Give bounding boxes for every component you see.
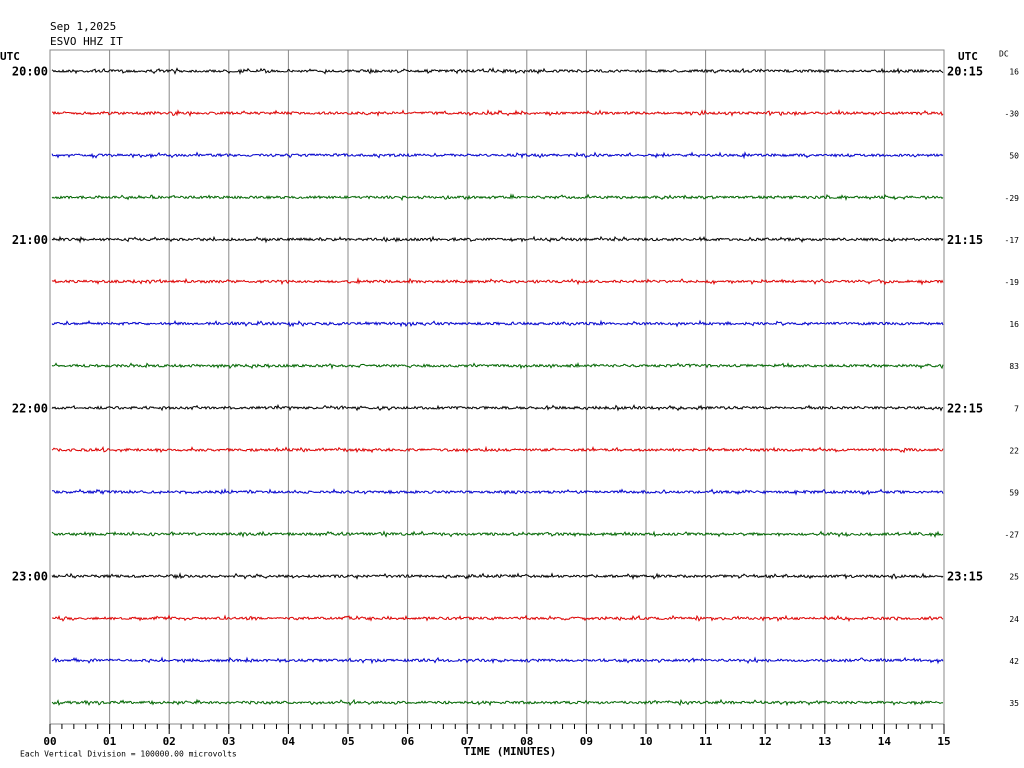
x-axis-title: TIME (MINUTES) — [464, 745, 557, 758]
x-tick-label: 12 — [759, 735, 772, 748]
left-time-label: 23:00 — [12, 570, 48, 584]
x-tick-label: 11 — [699, 735, 713, 748]
dc-offset: -17 — [1005, 236, 1020, 245]
right-time-label: 23:15 — [947, 570, 983, 584]
dc-offset: 22 — [1009, 446, 1019, 455]
dc-offset: 42 — [1009, 657, 1019, 666]
x-tick-label: 09 — [580, 735, 593, 748]
left-axis-title: UTC — [0, 50, 20, 63]
x-tick-label: 03 — [222, 735, 235, 748]
trace — [51, 572, 944, 581]
left-time-label: 20:00 — [12, 65, 48, 79]
trace — [52, 109, 944, 117]
trace — [51, 403, 944, 412]
dc-offset: 59 — [1009, 489, 1019, 498]
trace — [51, 656, 944, 665]
trace — [51, 66, 944, 76]
footnote: Each Vertical Division = 100000.00 micro… — [20, 750, 237, 759]
trace — [51, 319, 944, 328]
x-tick-label: 13 — [818, 735, 831, 748]
dc-offset: 35 — [1009, 699, 1019, 708]
x-tick-label: 00 — [43, 735, 56, 748]
dc-offset: 83 — [1009, 362, 1019, 371]
left-time-label: 22:00 — [12, 401, 48, 415]
trace — [51, 698, 944, 707]
dc-offset: 50 — [1009, 152, 1019, 161]
title: Sep 1,2025 — [50, 20, 116, 33]
dc-offset: 7 — [1014, 404, 1019, 413]
trace — [51, 193, 944, 202]
dc-offset: 25 — [1009, 573, 1019, 582]
dc-offset: 24 — [1009, 615, 1019, 624]
trace — [51, 445, 944, 454]
subtitle: ESVO HHZ IT — [50, 35, 123, 48]
x-tick-label: 04 — [282, 735, 296, 748]
x-tick-label: 07 — [461, 735, 474, 748]
trace — [51, 235, 944, 244]
x-tick-label: 15 — [937, 735, 950, 748]
trace — [52, 488, 944, 496]
dc-offset: -19 — [1005, 278, 1020, 287]
dc-offset: -30 — [1005, 110, 1020, 119]
dc-offset: -29 — [1005, 194, 1020, 203]
dc-offset: 16 — [1009, 320, 1019, 329]
trace — [51, 151, 944, 160]
plot-frame — [49, 49, 945, 725]
right-time-label: 21:15 — [947, 233, 983, 247]
x-tick-label: 14 — [878, 735, 892, 748]
x-tick-label: 10 — [639, 735, 652, 748]
right-axis-title: UTC — [958, 50, 978, 63]
trace — [51, 361, 944, 370]
dc-offset: 16 — [1009, 68, 1019, 77]
trace — [51, 277, 944, 286]
x-tick-label: 02 — [163, 735, 176, 748]
right-time-label: 20:15 — [947, 65, 983, 79]
trace — [51, 614, 944, 623]
left-time-label: 21:00 — [12, 233, 48, 247]
x-tick-label: 05 — [341, 735, 354, 748]
dc-title: DC — [999, 50, 1009, 59]
x-tick-label: 01 — [103, 735, 117, 748]
trace — [51, 530, 944, 539]
x-tick-label: 06 — [401, 735, 415, 748]
right-time-label: 22:15 — [947, 401, 983, 415]
dc-offset: -27 — [1005, 531, 1020, 540]
x-tick-label: 08 — [520, 735, 533, 748]
